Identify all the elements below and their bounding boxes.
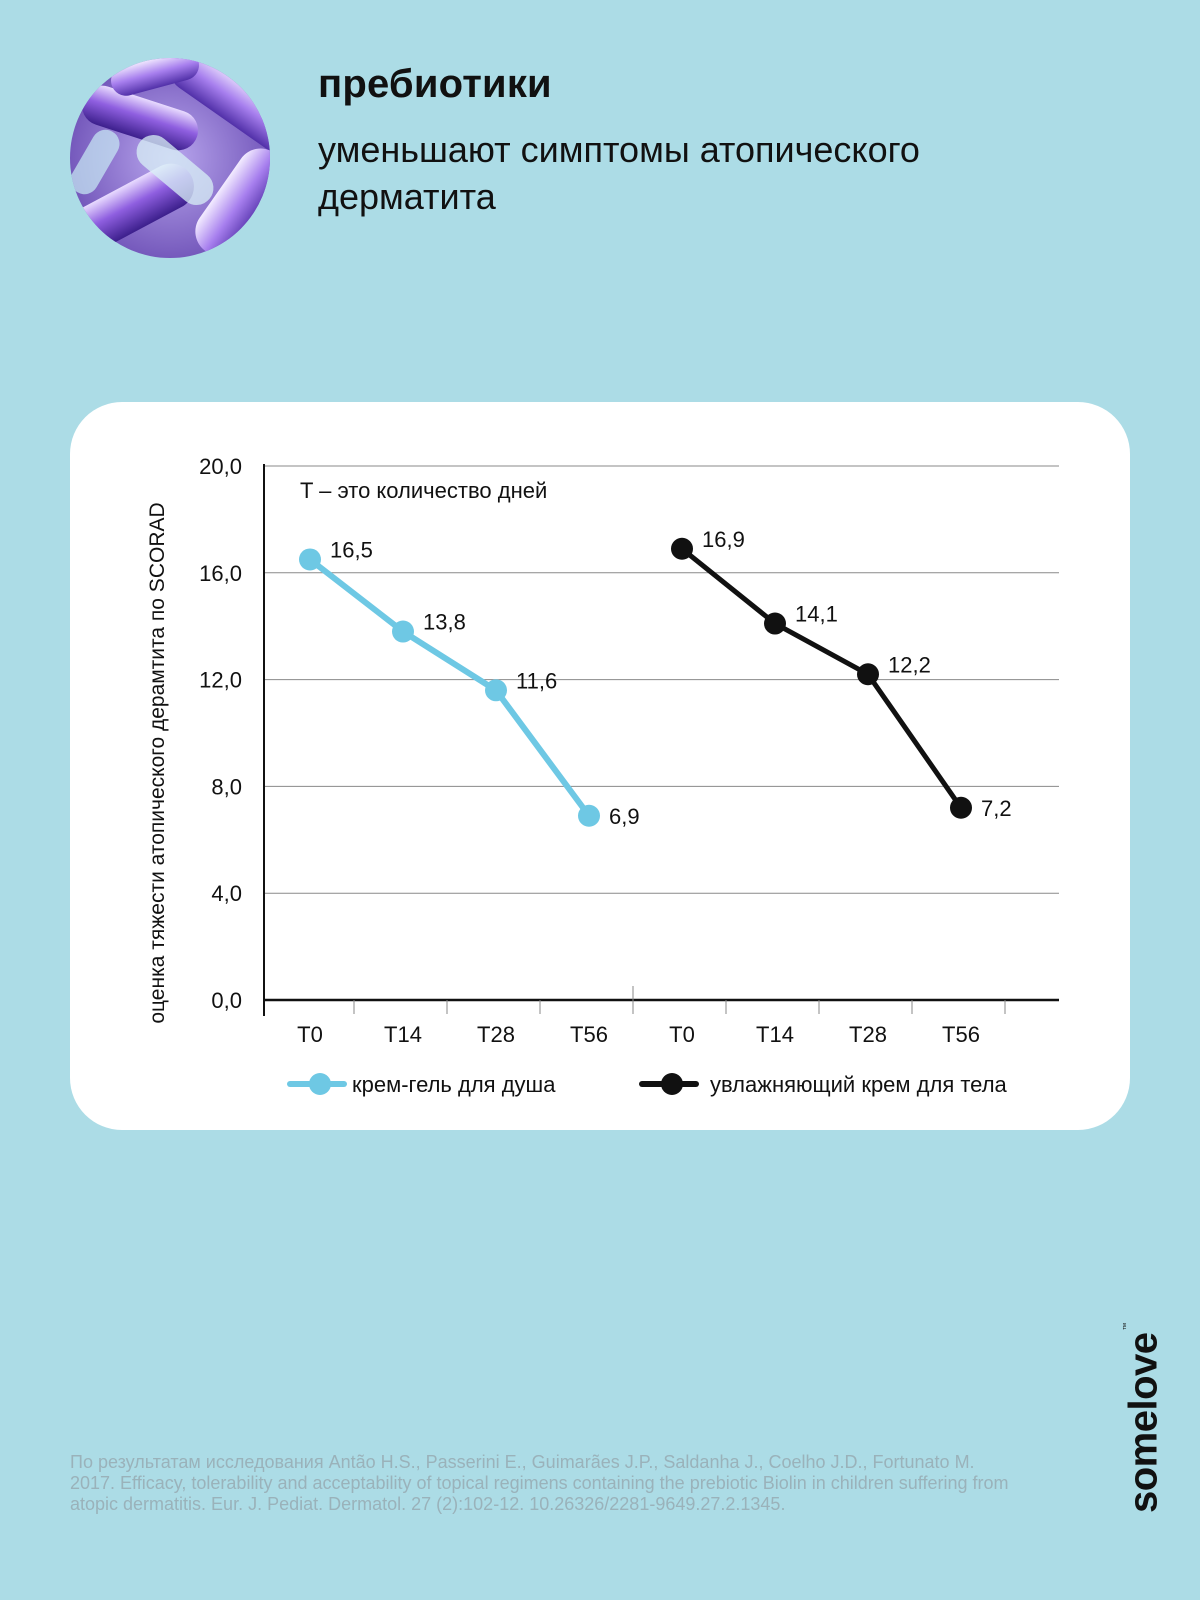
x-tick-label: T28 [849,1022,887,1047]
x-tick-label: T0 [669,1022,695,1047]
series-line [307,556,592,819]
brand-name: somelove [1121,1332,1166,1514]
y-tick-label: 12,0 [199,668,242,693]
data-point [764,612,786,635]
legend-label: увлажняющий крем для тела [710,1072,1008,1097]
trademark-sign: ™ [1121,1322,1131,1331]
data-label: 12,2 [888,652,931,677]
data-point [578,804,600,827]
page-title: пребиотики [318,62,552,106]
x-tick-label: T56 [570,1022,608,1047]
x-tick-label: T28 [477,1022,515,1047]
x-tick-label: T14 [384,1022,422,1047]
brand-logo: somelove™ [1122,1323,1167,1513]
y-tick-label: 20,0 [199,454,242,479]
y-tick-label: 0,0 [211,988,242,1013]
data-label: 13,8 [423,610,466,635]
data-label: 11,6 [516,668,557,693]
data-label: 6,9 [609,804,640,829]
data-label: 16,5 [330,537,373,562]
y-tick-label: 16,0 [199,561,242,586]
data-point [485,679,507,702]
legend-marker [661,1073,683,1095]
line-chart: 0,0 4,0 8,0 12,0 16,0 20,0 T0 T14 T28 T56 T0 T14 T28… [146,454,1059,1097]
data-point [857,663,879,686]
series-line [679,546,964,811]
data-label: 14,1 [795,602,838,627]
chart-annotation: T – это количество дней [300,478,547,503]
data-point [392,620,414,643]
source-citation: По результатам исследования Antão H.S., … [70,1452,1009,1514]
page-subtitle: уменьшают симптомы атопического дерматит… [318,129,920,217]
legend-marker [309,1073,331,1095]
y-axis-label: оценка тяжести атопического дерамтита по… [146,502,169,1023]
bacteria-photo [70,58,270,258]
x-tick-label: T0 [297,1022,323,1047]
x-tick-label: T56 [942,1022,980,1047]
data-label: 16,9 [702,527,745,552]
data-point [950,796,972,819]
data-label: 7,2 [981,796,1012,821]
y-tick-label: 4,0 [211,881,242,906]
data-point [671,537,693,560]
x-tick-label: T14 [756,1022,794,1047]
legend-label: крем-гель для душа [352,1072,556,1097]
y-tick-label: 8,0 [211,774,242,799]
chart-card: 0,0 4,0 8,0 12,0 16,0 20,0 T0 T14 T28 T56 T0 T14 T28… [70,402,1130,1130]
data-point [299,548,321,571]
